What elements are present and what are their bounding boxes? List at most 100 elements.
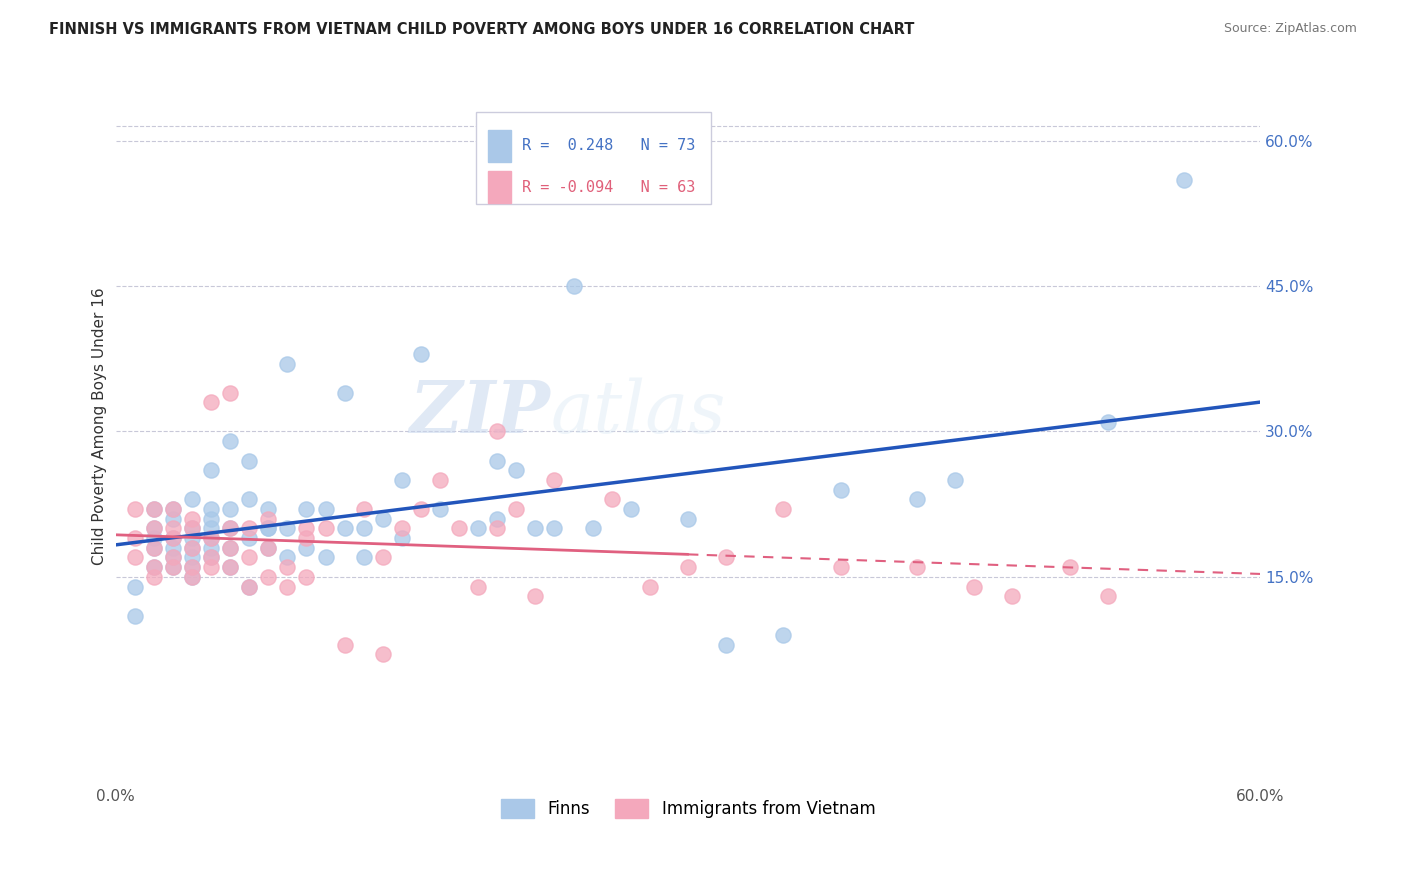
Point bbox=[562, 279, 585, 293]
Point bbox=[142, 541, 165, 555]
Point bbox=[124, 531, 146, 545]
Point bbox=[124, 580, 146, 594]
FancyBboxPatch shape bbox=[477, 112, 711, 204]
Point bbox=[238, 580, 260, 594]
Point bbox=[371, 550, 394, 565]
Point bbox=[142, 531, 165, 545]
Point bbox=[238, 521, 260, 535]
Point bbox=[200, 541, 222, 555]
Text: ZIP: ZIP bbox=[409, 377, 551, 448]
Point bbox=[257, 511, 280, 525]
Point bbox=[353, 550, 375, 565]
Point bbox=[333, 521, 356, 535]
Point bbox=[905, 492, 928, 507]
Point bbox=[276, 550, 298, 565]
Point bbox=[162, 511, 184, 525]
Point bbox=[181, 550, 204, 565]
Point bbox=[486, 453, 509, 467]
Point bbox=[219, 502, 242, 516]
Point bbox=[943, 473, 966, 487]
Point bbox=[162, 541, 184, 555]
Point bbox=[447, 521, 470, 535]
Point bbox=[181, 492, 204, 507]
Point bbox=[181, 521, 204, 535]
Point bbox=[162, 502, 184, 516]
Point bbox=[219, 541, 242, 555]
Point bbox=[200, 560, 222, 574]
Point bbox=[238, 453, 260, 467]
Point bbox=[200, 550, 222, 565]
Point bbox=[162, 502, 184, 516]
Text: R = -0.094   N = 63: R = -0.094 N = 63 bbox=[522, 180, 696, 194]
Point bbox=[124, 502, 146, 516]
Point bbox=[276, 357, 298, 371]
Point bbox=[295, 541, 318, 555]
Point bbox=[371, 648, 394, 662]
Point bbox=[409, 347, 432, 361]
Point bbox=[181, 521, 204, 535]
Point bbox=[181, 511, 204, 525]
Point bbox=[219, 385, 242, 400]
Point bbox=[486, 511, 509, 525]
Point bbox=[142, 521, 165, 535]
Point bbox=[371, 511, 394, 525]
Point bbox=[200, 550, 222, 565]
Point bbox=[333, 638, 356, 652]
Point bbox=[238, 531, 260, 545]
Point bbox=[429, 502, 451, 516]
Point bbox=[905, 560, 928, 574]
Point bbox=[276, 580, 298, 594]
Text: atlas: atlas bbox=[551, 377, 725, 448]
Point bbox=[238, 580, 260, 594]
Point bbox=[315, 502, 337, 516]
Point bbox=[772, 628, 794, 642]
Bar bbox=[488, 171, 510, 203]
Point bbox=[353, 521, 375, 535]
Point bbox=[295, 521, 318, 535]
Point bbox=[200, 502, 222, 516]
Point bbox=[238, 492, 260, 507]
Point bbox=[181, 541, 204, 555]
Text: Source: ZipAtlas.com: Source: ZipAtlas.com bbox=[1223, 22, 1357, 36]
Point bbox=[142, 560, 165, 574]
Point bbox=[620, 502, 643, 516]
Point bbox=[676, 511, 699, 525]
Point bbox=[162, 550, 184, 565]
Point bbox=[486, 425, 509, 439]
Text: FINNISH VS IMMIGRANTS FROM VIETNAM CHILD POVERTY AMONG BOYS UNDER 16 CORRELATION: FINNISH VS IMMIGRANTS FROM VIETNAM CHILD… bbox=[49, 22, 914, 37]
Point bbox=[467, 580, 489, 594]
Point bbox=[162, 531, 184, 545]
Point bbox=[162, 550, 184, 565]
Point bbox=[963, 580, 986, 594]
Point bbox=[219, 434, 242, 449]
Point bbox=[142, 502, 165, 516]
Point bbox=[200, 531, 222, 545]
Point bbox=[543, 473, 565, 487]
Point bbox=[391, 531, 413, 545]
Point bbox=[142, 570, 165, 584]
Point bbox=[181, 560, 204, 574]
Point bbox=[142, 560, 165, 574]
Point bbox=[257, 521, 280, 535]
Point bbox=[200, 463, 222, 477]
Point bbox=[257, 570, 280, 584]
Point bbox=[1097, 589, 1119, 603]
Text: R =  0.248   N = 73: R = 0.248 N = 73 bbox=[522, 138, 696, 153]
Point bbox=[1097, 415, 1119, 429]
Point bbox=[505, 463, 527, 477]
Point bbox=[200, 511, 222, 525]
Point bbox=[200, 395, 222, 409]
Point bbox=[295, 502, 318, 516]
Point bbox=[524, 521, 547, 535]
Point bbox=[257, 541, 280, 555]
Point bbox=[219, 560, 242, 574]
Point bbox=[295, 570, 318, 584]
Point bbox=[219, 521, 242, 535]
Point bbox=[257, 541, 280, 555]
Point bbox=[142, 521, 165, 535]
Point bbox=[162, 531, 184, 545]
Point bbox=[200, 521, 222, 535]
Point bbox=[1001, 589, 1024, 603]
Point bbox=[200, 531, 222, 545]
Point bbox=[391, 473, 413, 487]
